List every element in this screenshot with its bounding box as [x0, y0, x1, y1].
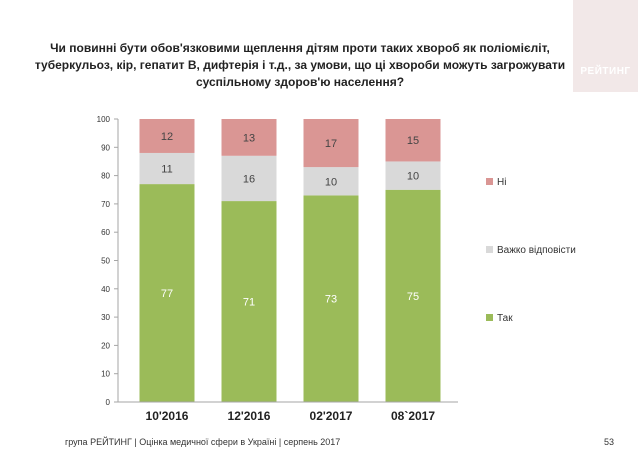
data-label: 75 [407, 291, 419, 303]
legend: Ні Важко відповісти Так [486, 177, 576, 324]
y-tick-label: 0 [106, 398, 111, 407]
y-tick-label: 40 [101, 285, 110, 294]
y-tick-label: 90 [101, 143, 110, 152]
y-tick-label: 20 [101, 341, 110, 350]
x-category-label: 12'2016 [228, 409, 271, 423]
legend-swatch [486, 314, 493, 321]
legend-label: Так [497, 313, 513, 324]
slide-title: Чи повинні бути обов'язковими щеплення д… [34, 41, 566, 89]
logo-text: РЕЙТИНГ [580, 66, 631, 77]
data-label: 16 [243, 173, 255, 185]
data-label: 15 [407, 135, 419, 147]
y-tick-label: 70 [101, 200, 110, 209]
bars-layer: 77 11 12 71 16 13 73 10 17 75 10 15 [139, 119, 441, 402]
data-label: 13 [243, 132, 255, 144]
legend-label: Важко відповісти [497, 245, 576, 256]
y-axis: 0 10 20 30 40 50 60 70 80 90 100 [97, 115, 119, 407]
y-tick-label: 100 [97, 115, 111, 124]
footer-text: група РЕЙТИНГ | Оцінка медичної сфери в … [65, 437, 341, 447]
x-axis: 10'2016 12'2016 02'2017 08`2017 [118, 401, 458, 423]
page-number: 53 [604, 437, 615, 447]
bar-segment [385, 189, 441, 402]
bar-segment [139, 184, 195, 402]
y-tick-label: 50 [101, 257, 110, 266]
bar-segment [303, 119, 359, 168]
bar-segment [221, 155, 277, 202]
y-tick-label: 30 [101, 313, 110, 322]
bar-segment [385, 119, 441, 162]
data-label: 12 [161, 131, 173, 143]
x-category-label: 02'2017 [310, 409, 353, 423]
bar-segment [139, 119, 195, 153]
legend-swatch [486, 246, 493, 253]
bar-segment [385, 161, 441, 190]
x-category-label: 10'2016 [146, 409, 189, 423]
data-label: 71 [243, 297, 255, 309]
bar-segment [303, 195, 359, 402]
bar-segment [139, 152, 195, 185]
x-category-label: 08`2017 [391, 409, 435, 423]
y-tick-label: 10 [101, 370, 110, 379]
data-label: 73 [325, 294, 337, 306]
y-tick-label: 80 [101, 172, 110, 181]
y-tick-label: 60 [101, 228, 110, 237]
bar-segment [221, 201, 277, 402]
bar-segment [303, 167, 359, 196]
legend-label: Ні [497, 177, 506, 188]
data-label: 10 [407, 171, 419, 183]
bar-segment [221, 119, 277, 156]
legend-swatch [486, 178, 493, 185]
data-label: 17 [325, 138, 337, 150]
data-label: 77 [161, 288, 173, 300]
data-label: 10 [325, 176, 337, 188]
data-label: 11 [161, 164, 172, 176]
rating-logo: РЕЙТИНГ [573, 0, 638, 92]
